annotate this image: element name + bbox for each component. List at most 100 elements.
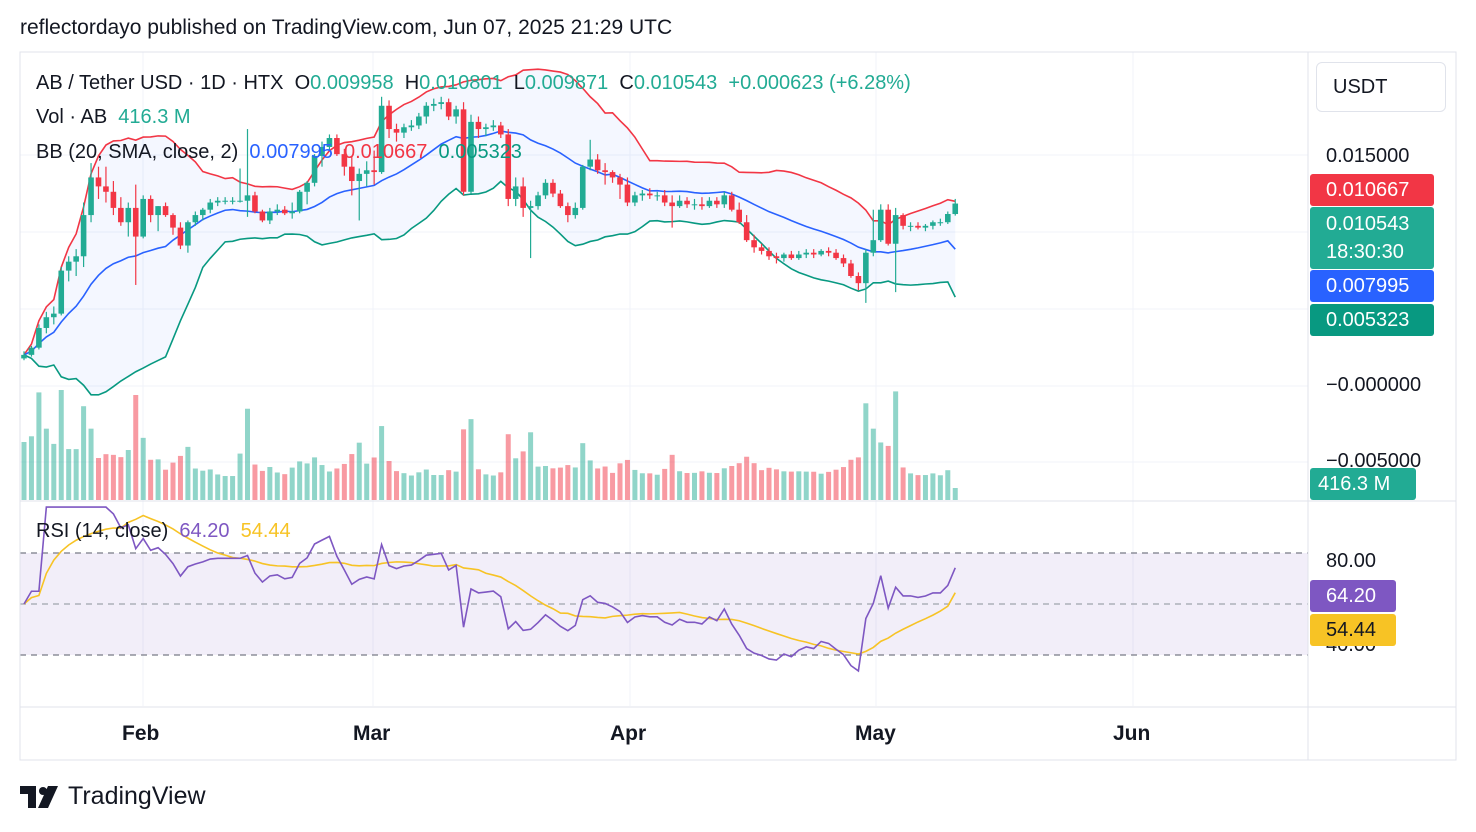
candle-body (714, 200, 720, 205)
volume-bar (945, 470, 951, 500)
chart-frame (19, 51, 1457, 761)
last-price-badge: 0.010543 18:30:30 (1310, 207, 1434, 269)
volume-bar (483, 474, 489, 500)
volume-bar (639, 473, 645, 500)
bb-lower-badge: 0.005323 (1310, 304, 1434, 336)
volume-bar (565, 465, 571, 500)
candle-body (326, 138, 333, 147)
candle-body (349, 166, 355, 182)
candle-body (483, 127, 489, 130)
volume-bar (490, 475, 496, 500)
rsi-ma-value: 54.44 (240, 520, 291, 542)
candle-body (296, 191, 303, 212)
volume-bar (818, 473, 824, 500)
bb-upper-line (23, 68, 956, 356)
candle-body (147, 198, 154, 216)
candle-body (274, 209, 281, 212)
candle-body (661, 195, 668, 203)
candle-body (930, 222, 936, 226)
candle-body (200, 209, 206, 216)
close-value: 0.010543 (633, 72, 718, 94)
candle-body (21, 354, 27, 359)
volume-bar (386, 461, 392, 500)
candle-body (825, 250, 832, 253)
high-label: H (404, 72, 420, 94)
candle-body (304, 182, 310, 192)
rsi-value: 64.20 (179, 520, 230, 542)
rsi-label[interactable]: RSI (14, close) (36, 520, 169, 542)
volume-bar (557, 467, 563, 500)
bb-label[interactable]: BB (20, SMA, close, 2) (36, 141, 239, 163)
candle-body (699, 204, 705, 207)
candle-body (885, 209, 891, 244)
volume-bar (73, 449, 79, 500)
bb-upper-badge: 0.010667 (1310, 174, 1434, 206)
candle-body (65, 261, 72, 271)
candles (21, 96, 959, 361)
bb-lower-line (23, 180, 956, 396)
volume-bar (28, 436, 34, 500)
x-label-feb: Feb (122, 722, 160, 745)
candle-body (892, 215, 899, 244)
volume-value: 416.3 M (118, 106, 191, 128)
close-label: C (619, 72, 634, 94)
volume-bar (505, 434, 511, 500)
candle-body (647, 193, 653, 196)
volume-bar (878, 442, 884, 500)
volume-bar (356, 442, 362, 500)
volume-bar (915, 475, 921, 500)
candle-body (244, 195, 251, 201)
candle-body (728, 195, 735, 210)
candle-body (751, 240, 757, 248)
volume-bar (580, 443, 586, 500)
volume-bar (669, 454, 675, 500)
volume-bar (811, 471, 817, 500)
candle-body (416, 116, 422, 126)
candle-body (110, 191, 117, 208)
change-value: +0.000623 (+6.28%) (728, 72, 911, 94)
candle-body (341, 154, 348, 167)
candle-body (617, 177, 623, 185)
bb-upper-value: 0.010667 (343, 141, 428, 163)
candle-body (818, 250, 824, 255)
volume-bar (326, 471, 332, 500)
high-value: 0.010801 (419, 72, 503, 94)
candle-body (855, 276, 862, 284)
candle-body (408, 125, 415, 128)
candle-body (430, 103, 437, 106)
volume-bar (863, 403, 869, 500)
volume-bar (796, 471, 802, 500)
legend-bb: BB (20, SMA, close, 2) 0.007995 0.010667… (36, 141, 522, 164)
volume-badge: 416.3 M (1310, 468, 1416, 500)
candle-body (952, 203, 959, 215)
volume-bars (21, 390, 958, 500)
volume-bar (930, 473, 936, 500)
candle-body (363, 170, 370, 174)
volume-bar (513, 458, 519, 500)
candle-body (192, 215, 199, 223)
candle-body (118, 207, 124, 223)
volume-bar (379, 426, 385, 500)
rsi-pane (20, 506, 1308, 673)
bar-countdown: 18:30:30 (1326, 241, 1404, 263)
rsi-ma-line (23, 514, 956, 655)
candle-body (155, 206, 161, 216)
currency-unit-button[interactable]: USDT (1316, 62, 1446, 112)
symbol-title[interactable]: AB / Tether USD · 1D · HTX (36, 72, 284, 94)
candle-body (840, 258, 847, 264)
tradingview-logo[interactable]: TradingView (20, 782, 206, 811)
candle-body (669, 202, 675, 207)
volume-bar (602, 466, 608, 500)
candle-body (80, 215, 87, 257)
volume-bar (751, 463, 757, 500)
volume-bar (684, 473, 690, 500)
volume-label[interactable]: Vol · AB (36, 106, 108, 128)
volume-bar (230, 476, 236, 500)
candle-body (550, 182, 556, 194)
candle-body (185, 222, 191, 246)
open-value: 0.009958 (310, 72, 394, 94)
candle-body (51, 313, 57, 318)
outer-border (19, 51, 1457, 761)
volume-bar (319, 465, 325, 500)
